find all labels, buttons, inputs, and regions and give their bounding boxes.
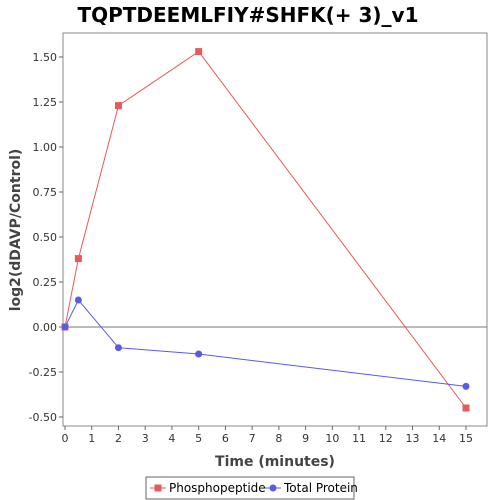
- y-tick-label: 0.00: [33, 321, 58, 334]
- x-tick-label: 10: [325, 432, 339, 445]
- data-point-square: [462, 404, 470, 412]
- data-point-circle: [61, 323, 69, 331]
- plot-area: [62, 32, 488, 427]
- x-tick-label: 7: [249, 432, 256, 445]
- y-tick-label: 0.50: [33, 231, 58, 244]
- x-tick-label: 8: [275, 432, 282, 445]
- legend-label-1: Phosphopeptide: [169, 481, 266, 495]
- x-tick-label: 12: [379, 432, 393, 445]
- data-point-circle: [74, 296, 82, 304]
- y-tick-label: -0.50: [29, 411, 57, 424]
- x-tick-label: 2: [115, 432, 122, 445]
- y-tick-label: 1.25: [33, 96, 58, 109]
- series-group: [61, 48, 470, 412]
- data-point-square: [195, 48, 203, 56]
- y-tick-label: 0.75: [33, 186, 58, 199]
- x-tick-label: 6: [222, 432, 229, 445]
- legend-label-2: Total Protein: [283, 481, 358, 495]
- x-tick-label: 0: [62, 432, 69, 445]
- data-point-circle: [462, 382, 470, 390]
- y-tick-label: 1.50: [33, 51, 58, 64]
- y-tick-label: -0.25: [29, 366, 57, 379]
- data-point-circle: [195, 350, 203, 358]
- legend-marker-circle: [269, 484, 277, 492]
- data-point-square: [74, 255, 82, 263]
- y-axis-label: log2(dDAVP/Control): [8, 149, 24, 312]
- legend-box: [145, 476, 355, 500]
- x-tick-label: 5: [195, 432, 202, 445]
- legend-marker-square: [154, 484, 162, 492]
- x-axis-ticks: 0 1 2 3 4 5 6 7 8 9 10 11 12 13 14 15: [62, 426, 473, 445]
- x-tick-label: 14: [432, 432, 446, 445]
- x-tick-label: 15: [459, 432, 473, 445]
- legend: Phosphopeptide Total Protein: [145, 476, 358, 500]
- y-axis-ticks: -0.50 -0.25 0.00 0.25 0.50 0.75 1.00 1.25 1.50: [29, 51, 63, 424]
- y-tick-label: 1.00: [33, 141, 58, 154]
- x-tick-label: 13: [406, 432, 420, 445]
- y-tick-label: 0.25: [33, 276, 58, 289]
- x-tick-label: 3: [142, 432, 149, 445]
- x-tick-label: 4: [168, 432, 175, 445]
- x-tick-label: 11: [352, 432, 366, 445]
- data-point-square: [114, 102, 122, 110]
- x-tick-label: 1: [88, 432, 95, 445]
- chart-title: TQPTDEEMLFIY#SHFK(+ 3)_v1: [77, 3, 418, 27]
- x-tick-label: 9: [302, 432, 309, 445]
- data-point-circle: [114, 344, 122, 352]
- x-axis-label: Time (minutes): [215, 454, 335, 470]
